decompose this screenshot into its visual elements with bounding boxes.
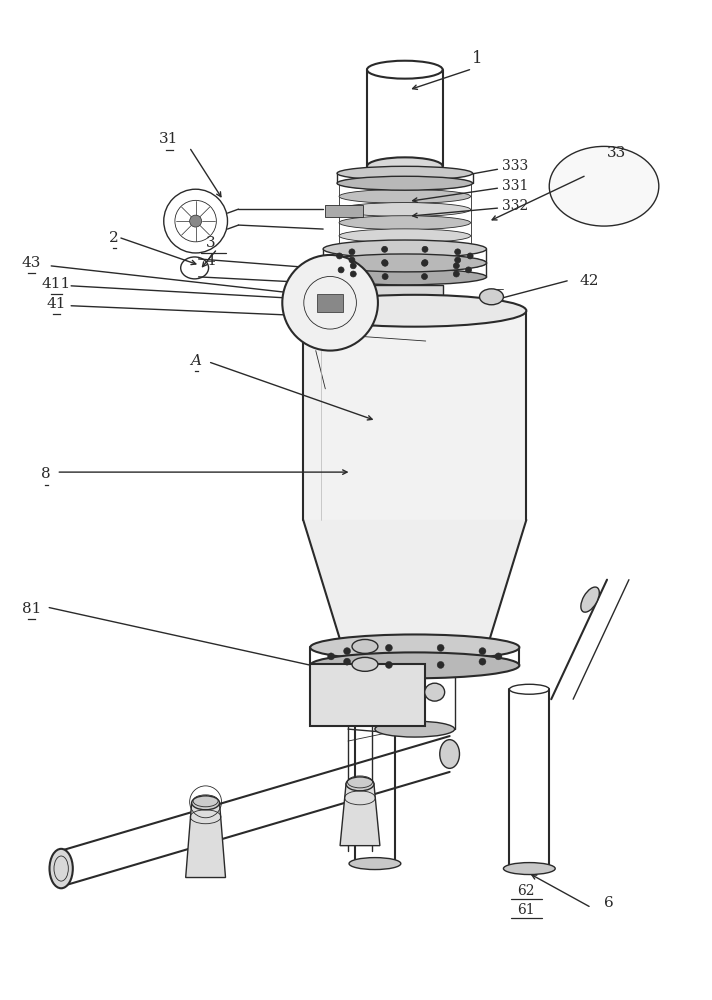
Text: A: A bbox=[190, 354, 201, 368]
Circle shape bbox=[344, 658, 350, 665]
Ellipse shape bbox=[581, 587, 600, 612]
Text: 43: 43 bbox=[21, 256, 41, 270]
Ellipse shape bbox=[339, 203, 471, 217]
Text: 3: 3 bbox=[206, 236, 216, 250]
Circle shape bbox=[422, 260, 427, 266]
Ellipse shape bbox=[375, 721, 455, 737]
Circle shape bbox=[422, 260, 428, 266]
Ellipse shape bbox=[310, 634, 519, 660]
Circle shape bbox=[495, 653, 502, 660]
Ellipse shape bbox=[549, 146, 659, 226]
Circle shape bbox=[382, 246, 387, 252]
Circle shape bbox=[328, 653, 335, 660]
Text: 61: 61 bbox=[518, 903, 535, 917]
Text: 33: 33 bbox=[607, 146, 627, 160]
Ellipse shape bbox=[352, 639, 378, 653]
Ellipse shape bbox=[503, 863, 555, 875]
Ellipse shape bbox=[303, 295, 526, 327]
Circle shape bbox=[350, 263, 356, 269]
Polygon shape bbox=[186, 803, 226, 878]
Text: 1: 1 bbox=[472, 50, 483, 67]
Ellipse shape bbox=[339, 229, 471, 243]
Polygon shape bbox=[317, 294, 343, 312]
Text: 411: 411 bbox=[41, 277, 70, 291]
Ellipse shape bbox=[337, 176, 473, 190]
Circle shape bbox=[189, 215, 201, 227]
Polygon shape bbox=[303, 311, 526, 520]
Text: 31: 31 bbox=[159, 132, 179, 146]
Ellipse shape bbox=[346, 777, 374, 791]
Text: 2: 2 bbox=[109, 231, 119, 245]
Circle shape bbox=[282, 255, 378, 351]
Polygon shape bbox=[303, 520, 526, 649]
Ellipse shape bbox=[425, 683, 445, 701]
Circle shape bbox=[466, 267, 471, 273]
Circle shape bbox=[382, 260, 388, 266]
Ellipse shape bbox=[339, 189, 471, 203]
Circle shape bbox=[454, 263, 459, 269]
Ellipse shape bbox=[323, 255, 486, 271]
Circle shape bbox=[350, 271, 356, 277]
Text: 4: 4 bbox=[206, 254, 216, 268]
Circle shape bbox=[382, 260, 387, 266]
Polygon shape bbox=[325, 205, 363, 217]
Circle shape bbox=[337, 253, 342, 259]
Ellipse shape bbox=[440, 740, 459, 768]
Text: 6: 6 bbox=[604, 896, 614, 910]
Polygon shape bbox=[310, 664, 425, 726]
Circle shape bbox=[382, 274, 388, 280]
Ellipse shape bbox=[375, 657, 455, 673]
Ellipse shape bbox=[337, 166, 473, 180]
Text: 41: 41 bbox=[46, 297, 66, 311]
Ellipse shape bbox=[339, 176, 471, 190]
Circle shape bbox=[385, 644, 392, 651]
Text: 331: 331 bbox=[503, 179, 529, 193]
Circle shape bbox=[422, 246, 428, 252]
Ellipse shape bbox=[339, 216, 471, 230]
Polygon shape bbox=[340, 784, 380, 846]
Circle shape bbox=[344, 648, 350, 655]
Ellipse shape bbox=[349, 858, 401, 870]
Ellipse shape bbox=[352, 657, 378, 671]
Ellipse shape bbox=[367, 157, 443, 175]
Circle shape bbox=[385, 661, 392, 668]
Ellipse shape bbox=[310, 652, 519, 678]
Circle shape bbox=[467, 253, 473, 259]
Ellipse shape bbox=[323, 254, 486, 272]
Circle shape bbox=[422, 274, 427, 280]
Text: 333: 333 bbox=[503, 159, 529, 173]
Circle shape bbox=[349, 257, 355, 263]
Text: 62: 62 bbox=[518, 884, 535, 898]
Ellipse shape bbox=[50, 849, 73, 888]
Ellipse shape bbox=[479, 289, 503, 305]
Text: 332: 332 bbox=[503, 199, 529, 213]
Ellipse shape bbox=[192, 796, 219, 810]
Circle shape bbox=[349, 249, 355, 255]
Circle shape bbox=[455, 257, 461, 263]
Text: 81: 81 bbox=[21, 602, 41, 616]
Ellipse shape bbox=[343, 638, 486, 660]
Ellipse shape bbox=[339, 242, 471, 256]
Text: 42: 42 bbox=[579, 274, 599, 288]
Circle shape bbox=[437, 661, 444, 668]
Polygon shape bbox=[373, 285, 443, 321]
Circle shape bbox=[338, 267, 344, 273]
Ellipse shape bbox=[323, 240, 486, 258]
Circle shape bbox=[479, 648, 486, 655]
Ellipse shape bbox=[323, 269, 486, 285]
Circle shape bbox=[479, 658, 486, 665]
Circle shape bbox=[437, 644, 444, 651]
Circle shape bbox=[455, 249, 461, 255]
Text: 8: 8 bbox=[41, 467, 51, 481]
Circle shape bbox=[454, 271, 459, 277]
